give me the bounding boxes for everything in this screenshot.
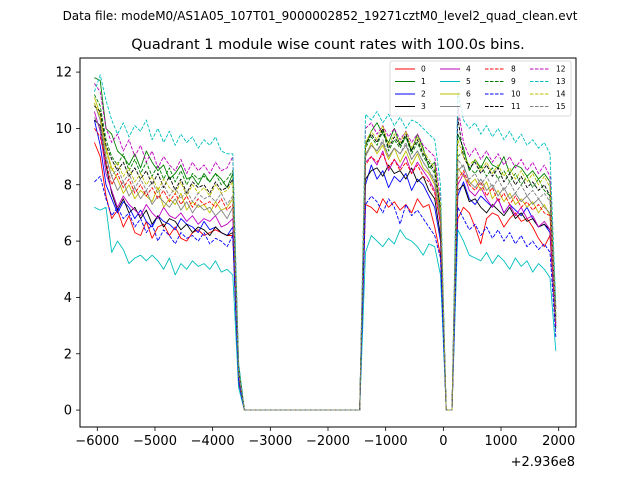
legend-label-3: 3 [421, 102, 426, 111]
y-tick-label: 0 [64, 404, 72, 419]
legend-label-4: 4 [466, 65, 471, 74]
chart-title: Quadrant 1 module wise count rates with … [131, 37, 525, 53]
legend-label-0: 0 [421, 65, 426, 74]
series-line-13 [93, 74, 557, 411]
series-line-5 [94, 206, 557, 411]
series-line-10 [94, 175, 557, 411]
x-tick-label: −5000 [133, 434, 177, 449]
series-line-2 [93, 119, 557, 411]
legend-label-15: 15 [556, 102, 566, 111]
legend-label-7: 7 [466, 102, 471, 111]
legend-label-6: 6 [466, 90, 471, 99]
x-tick-label: 1000 [484, 434, 517, 449]
series-line-6 [93, 97, 557, 411]
y-tick-label: 2 [64, 347, 72, 362]
y-tick-label: 10 [55, 122, 72, 137]
y-tick-label: 4 [64, 291, 72, 306]
series-line-1 [94, 77, 557, 411]
x-offset-label: +2.936e8 [511, 455, 575, 470]
legend-label-9: 9 [511, 77, 516, 86]
series-line-14 [93, 102, 557, 411]
legend-label-12: 12 [556, 65, 566, 74]
legend-label-1: 1 [421, 77, 426, 86]
x-tick-label: −2000 [306, 434, 350, 449]
x-axis: −6000 −5000 −4000 −3000 −2000 −1000 0 1000 2000 [75, 427, 575, 449]
legend-label-10: 10 [511, 90, 521, 99]
legend-label-14: 14 [556, 90, 566, 99]
y-tick-label: 6 [64, 235, 72, 250]
series-line-7 [93, 102, 557, 411]
series-line-3 [94, 119, 557, 411]
legend-box [389, 60, 572, 117]
x-tick-label: 2000 [542, 434, 575, 449]
series-layer [93, 74, 557, 411]
x-tick-label: 0 [439, 434, 447, 449]
y-tick-label: 12 [55, 66, 72, 81]
x-tick-label: −1000 [364, 434, 408, 449]
x-tick-label: −4000 [191, 434, 235, 449]
series-line-15 [94, 116, 557, 411]
legend-label-2: 2 [421, 90, 426, 99]
legend-label-11: 11 [511, 102, 521, 111]
y-tick-label: 8 [64, 178, 72, 193]
legend-label-5: 5 [466, 77, 471, 86]
legend-label-13: 13 [556, 77, 566, 86]
x-tick-label: −6000 [75, 434, 119, 449]
legend-label-8: 8 [511, 65, 516, 74]
y-axis: 0 2 4 6 8 10 12 [55, 66, 80, 419]
figure-suptitle: Data file: modeM0/AS1A05_107T01_90000028… [63, 9, 578, 23]
x-tick-label: −3000 [248, 434, 292, 449]
series-line-12 [94, 83, 557, 411]
